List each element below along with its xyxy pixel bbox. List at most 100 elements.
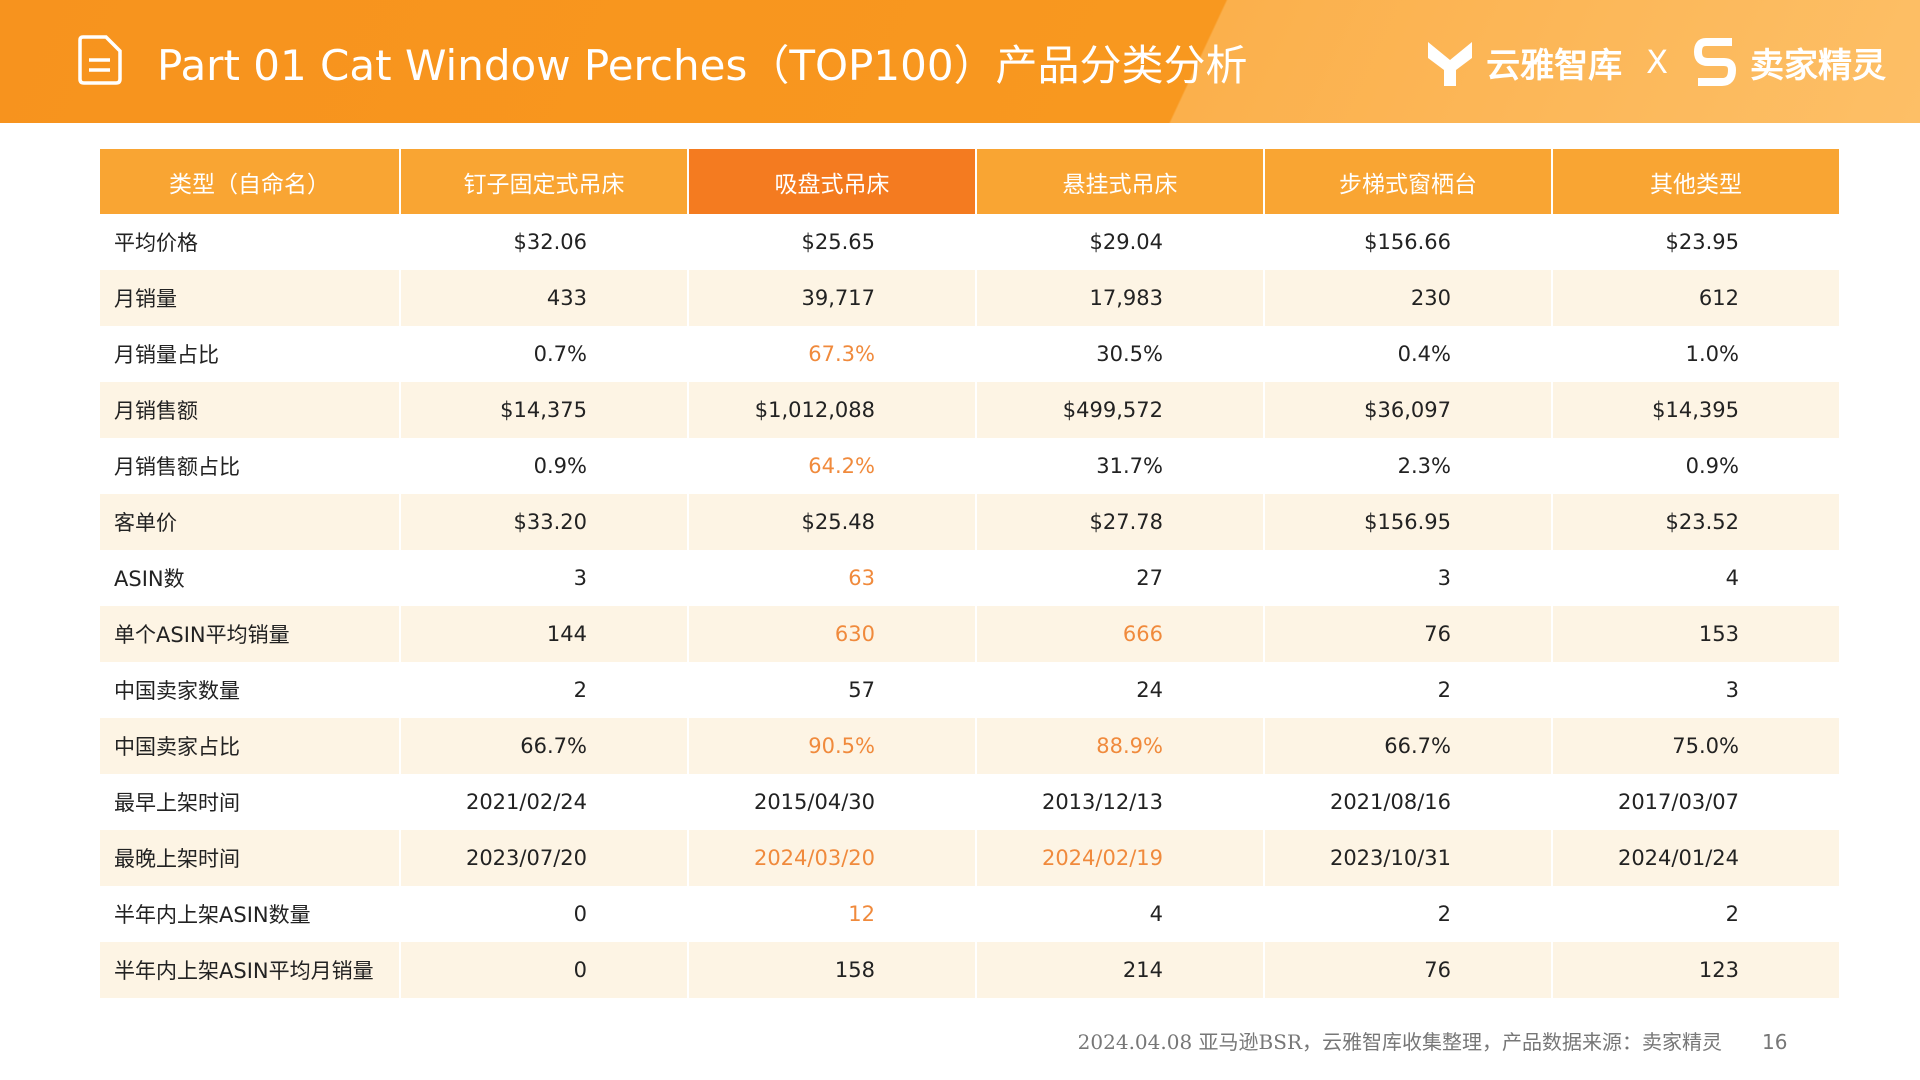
cell: 630 [688, 606, 977, 662]
cell: 12 [688, 886, 977, 942]
cell: $156.95 [1264, 494, 1553, 550]
cell: 3 [1264, 550, 1553, 606]
row-label: 半年内上架ASIN平均月销量 [100, 942, 401, 998]
source-note: 2024.04.08 亚马逊BSR，云雅智库收集整理，产品数据来源：卖家精灵 [1077, 1030, 1722, 1054]
column-header: 步梯式窗栖台 [1264, 149, 1553, 214]
row-label: 月销量 [100, 270, 401, 326]
cell: 3 [400, 550, 689, 606]
cell: 2021/08/16 [1264, 774, 1553, 830]
cell: 2024/02/19 [976, 830, 1265, 886]
row-label: 中国卖家数量 [100, 662, 401, 718]
cell: 64.2% [688, 438, 977, 494]
cell: 1.0% [1552, 326, 1841, 382]
cell: 2017/03/07 [1552, 774, 1841, 830]
row-label: 半年内上架ASIN数量 [100, 886, 401, 942]
brand: 云雅智库 X 卖家精灵 [1424, 36, 1886, 88]
cell: 612 [1552, 270, 1841, 326]
table-row: 月销售额 $14,375 $1,012,088 $499,572 $36,097 $14,… [100, 382, 1841, 438]
cell: 4 [1552, 550, 1841, 606]
cell: 63 [688, 550, 977, 606]
cell: 66.7% [1264, 718, 1553, 774]
row-label: 最晚上架时间 [100, 830, 401, 886]
row-label: 客单价 [100, 494, 401, 550]
table-row: 中国卖家数量 2 57 24 2 3 [100, 662, 1841, 718]
cell: $32.06 [400, 214, 689, 270]
cell: 76 [1264, 606, 1553, 662]
cell: 0.4% [1264, 326, 1553, 382]
cell: 31.7% [976, 438, 1265, 494]
cell: 0 [400, 942, 689, 998]
table-row: 最晚上架时间 2023/07/20 2024/03/20 2024/02/19 2023… [100, 830, 1841, 886]
cell: 76 [1264, 942, 1553, 998]
table-row: 平均价格 $32.06 $25.65 $29.04 $156.66 $23.95 [100, 214, 1841, 270]
brand-logo [1428, 42, 1473, 86]
table-row: 单个ASIN平均销量 144 630 666 76 153 [100, 606, 1841, 662]
table-row: 月销量占比 0.7% 67.3% 30.5% 0.4% 1.0% [100, 326, 1841, 382]
cell: $25.48 [688, 494, 977, 550]
cell: 24 [976, 662, 1265, 718]
cell: 144 [400, 606, 689, 662]
cell: 2023/07/20 [400, 830, 689, 886]
column-header: 钉子固定式吊床 [400, 149, 689, 214]
cell: 0.9% [400, 438, 689, 494]
cell: $23.95 [1552, 214, 1841, 270]
cell: $156.66 [1264, 214, 1553, 270]
cell: 230 [1264, 270, 1553, 326]
column-header: 吸盘式吊床 [688, 149, 977, 214]
cell: 158 [688, 942, 977, 998]
cell: 123 [1552, 942, 1841, 998]
cell: $36,097 [1264, 382, 1553, 438]
doc-icon [78, 35, 122, 85]
row-label: 月销售额占比 [100, 438, 401, 494]
cell: 67.3% [688, 326, 977, 382]
row-label: 最早上架时间 [100, 774, 401, 830]
cell: 57 [688, 662, 977, 718]
brand-logo [1693, 38, 1737, 86]
page-number: 16 [1762, 1030, 1788, 1054]
cell: 2024/01/24 [1552, 830, 1841, 886]
cell: $29.04 [976, 214, 1265, 270]
cell: $1,012,088 [688, 382, 977, 438]
table-row: 月销售额占比 0.9% 64.2% 31.7% 2.3% 0.9% [100, 438, 1841, 494]
header-row: 类型（自命名） 钉子固定式吊床 吸盘式吊床 悬挂式吊床 步梯式窗栖台 其他类型 [100, 149, 1841, 214]
cell: 0 [400, 886, 689, 942]
brand-separator: X [1646, 43, 1668, 81]
cell: $27.78 [976, 494, 1265, 550]
table-row: 月销量 433 39,717 17,983 230 612 [100, 270, 1841, 326]
cell: 2 [1264, 886, 1553, 942]
cell: 214 [976, 942, 1265, 998]
cell: 3 [1552, 662, 1841, 718]
cell: 2015/04/30 [688, 774, 977, 830]
row-label: 单个ASIN平均销量 [100, 606, 401, 662]
cell: 2.3% [1264, 438, 1553, 494]
cell: 27 [976, 550, 1265, 606]
cell: 2 [1264, 662, 1553, 718]
header-bar: Part 01 Cat Window Perches（TOP100）产品分类分析… [0, 0, 1920, 123]
table-row: 最早上架时间 2021/02/24 2015/04/30 2013/12/13 2021… [100, 774, 1841, 830]
row-label: ASIN数 [100, 550, 401, 606]
cell: 153 [1552, 606, 1841, 662]
cell: 75.0% [1552, 718, 1841, 774]
title: Part 01 Cat Window Perches（TOP100）产品分类分析 [157, 41, 1248, 90]
cell: $14,375 [400, 382, 689, 438]
table-row: ASIN数 3 63 27 3 4 [100, 550, 1841, 606]
column-header: 悬挂式吊床 [976, 149, 1265, 214]
cell: 17,983 [976, 270, 1265, 326]
cell: $33.20 [400, 494, 689, 550]
cell: 66.7% [400, 718, 689, 774]
cell: 88.9% [976, 718, 1265, 774]
cell: 0.7% [400, 326, 689, 382]
cell: 0.9% [1552, 438, 1841, 494]
row-label: 月销量占比 [100, 326, 401, 382]
cell: 433 [400, 270, 689, 326]
table-row: 半年内上架ASIN平均月销量 0 158 214 76 123 [100, 942, 1841, 998]
cell: 90.5% [688, 718, 977, 774]
row-label: 平均价格 [100, 214, 401, 270]
cell: 2013/12/13 [976, 774, 1265, 830]
table-row: 中国卖家占比 66.7% 90.5% 88.9% 66.7% 75.0% [100, 718, 1841, 774]
cell: 2023/10/31 [1264, 830, 1553, 886]
data-table: 类型（自命名） 钉子固定式吊床 吸盘式吊床 悬挂式吊床 步梯式窗栖台 其他类型 平均价格 $3… [100, 149, 1841, 998]
cell: 2021/02/24 [400, 774, 689, 830]
cell: 4 [976, 886, 1265, 942]
